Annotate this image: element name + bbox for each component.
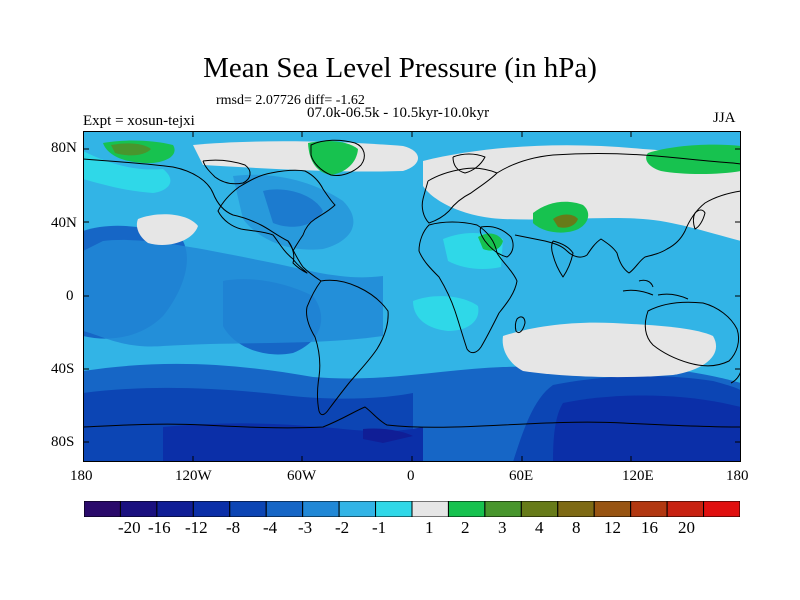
colorbar-cell-12 [520,501,559,517]
contour-fill-layer [83,140,741,462]
colorbar-label-neg1: -1 [372,518,387,537]
colorbar-cell-17 [703,501,740,517]
colorbar-label-neg12: -12 [185,518,208,537]
colorbar-label-neg8: -8 [226,518,241,537]
lon-label-180w: 180 [70,468,93,484]
colorbar-cell-7 [338,501,377,517]
lat-label-0: 0 [66,288,74,304]
lon-label-120e: 120E [622,468,654,484]
coast-australia [644,301,740,367]
lon-label-120w: 120W [175,468,212,484]
coast-scandinavia [452,153,486,174]
colorbar-cell-3 [192,501,231,517]
colorbar-cell-5 [265,501,304,517]
band-neg12-southern-ocean [553,395,741,462]
colorbar-cell-8 [375,501,413,517]
coast-europe [421,167,498,224]
colorbar-label-pos3: 3 [498,518,507,537]
colorbar-cell-11 [484,501,522,517]
coast-madagascar [514,316,526,334]
colorbar-label-neg2: -2 [335,518,350,537]
coast-asia [496,153,741,274]
band-neg16-antarctic-coast [363,428,413,443]
colorbar-label-pos2: 2 [461,518,470,537]
coast-africa [418,221,518,354]
season-label: JJA [713,110,736,126]
band-neg1-south-atlantic-high [413,296,479,331]
lon-label-60w: 60W [287,468,317,484]
colorbar-cell-4 [229,501,267,517]
colorbar-label-neg20: -20 [118,518,141,537]
colorbar-label-pos1: 1 [425,518,434,537]
colorbar-cell-6 [302,501,340,517]
band-pos3-central-asia [553,214,578,228]
band-neg1-north-pacific [136,214,198,246]
coast-indonesia [622,279,689,300]
band-pos1-greenland [308,141,358,175]
colorbar [84,501,740,517]
band-neg1-south-indian-high [502,322,717,378]
lon-label-180e: 180 [726,468,749,484]
colorbar-label-pos20: 20 [678,518,695,537]
coast-japan [693,209,706,230]
band-neg12-antarctic-coast [163,423,423,462]
colorbar-label-pos12: 12 [604,518,621,537]
colorbar-cell-1 [119,501,158,517]
coast-south-america [306,279,389,416]
colorbar-label-pos8: 8 [572,518,581,537]
experiment-label: Expt = xosun-tejxi [83,113,195,129]
lat-label-40s: 40S [51,361,75,377]
colorbar-label-pos4: 4 [535,518,544,537]
coast-arabia [479,226,514,258]
colorbar-cell-9 [411,501,449,517]
band-neg1-arctic-pacific [83,151,171,193]
colorbar-label-neg4: -4 [263,518,278,537]
map-title: Mean Sea Level Pressure (in hPa) [203,52,597,84]
colorbar-label-neg3: -3 [298,518,313,537]
coast-greenland [310,139,365,176]
colorbar-cell-10 [447,501,486,517]
coast-central-america [287,240,322,282]
coast-north-america [83,158,336,274]
colorbar-label-neg16: -16 [148,518,171,537]
colorbar-cell-14 [593,501,632,517]
lon-label-0: 0 [407,468,415,484]
colorbar-cell-16 [666,501,705,517]
colorbar-cell-0 [84,501,121,517]
colorbar-label-pos16: 16 [641,518,658,537]
colorbar-cell-2 [156,501,194,517]
pressure-anomaly-map [83,131,741,462]
coastlines-layer [83,139,741,429]
band-neg2-north-atlantic [233,174,354,250]
lat-label-40n: 40N [51,215,77,231]
band-pos1-arabia [478,233,503,251]
colorbar-cell-15 [630,501,668,517]
tick-marks [83,131,741,462]
colorbar-cell-13 [557,501,595,517]
lat-label-80n: 80N [51,140,77,156]
lat-label-80s: 80S [51,434,75,450]
stats-text: rmsd= 2.07726 diff= -1.62 [216,93,365,108]
coast-india [551,240,574,278]
lon-label-60e: 60E [509,468,534,484]
band-pos2-arctic-canada [111,143,151,156]
coast-hudson-arctic [202,159,251,185]
period-text: 07.0k-06.5k - 10.5kyr-10.0kyr [307,105,490,121]
coast-antarctica [83,406,741,429]
